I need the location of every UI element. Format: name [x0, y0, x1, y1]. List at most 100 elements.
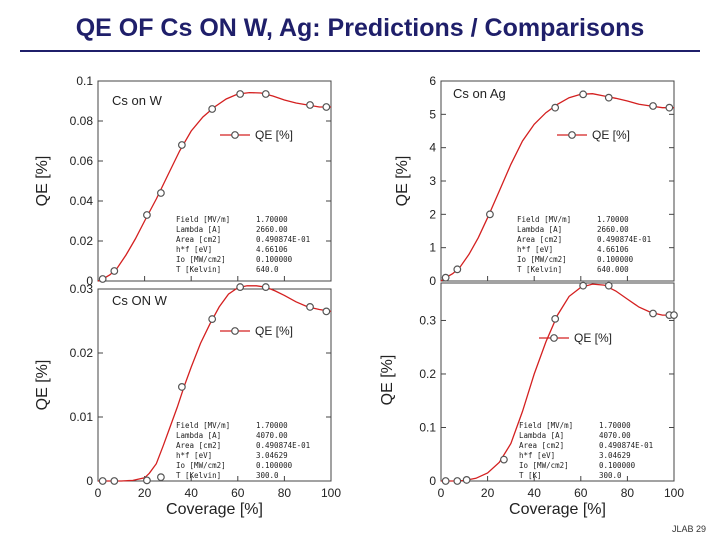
data-point — [98, 275, 107, 283]
info-key: Io [MW/cm2] — [176, 461, 226, 470]
info-key: h*f [eV] — [176, 451, 212, 460]
info-key: Lambda [A] — [519, 431, 564, 440]
series-line — [441, 283, 674, 482]
info-key: Io [MW/cm2] — [176, 255, 226, 264]
y-tick-label: 2 — [429, 207, 436, 221]
info-value: 4070.00 — [256, 431, 288, 440]
data-point — [441, 273, 450, 282]
data-point — [306, 303, 314, 311]
info-value: 4.66106 — [597, 245, 629, 254]
info-value: 1.70000 — [599, 421, 631, 430]
info-key: Field [MV/m] — [517, 215, 571, 224]
legend-label: QE [%] — [255, 324, 293, 338]
x-tick-label: 40 — [185, 486, 199, 500]
info-value: 1.70000 — [256, 215, 288, 224]
data-point — [208, 315, 217, 323]
plot-frame — [440, 80, 675, 282]
x-axis-label: Coverage [%] — [509, 501, 606, 518]
y-axis-label: QE [%] — [379, 355, 396, 406]
title-rule — [20, 50, 700, 52]
y-axis-label: QE [%] — [34, 156, 51, 207]
data-point — [177, 141, 186, 149]
info-value: 300.0 — [599, 471, 622, 480]
data-point — [604, 281, 613, 290]
y-tick-label: 1 — [429, 241, 436, 255]
chart-bottom-left: 0 0.01 0.02 0.03 0 20 40 60 80 100 QE [%] Coverage … — [34, 282, 341, 518]
info-value: 640.0 — [256, 265, 279, 274]
legend-label: QE [%] — [592, 128, 630, 142]
data-point — [649, 102, 657, 110]
data-point — [486, 210, 494, 219]
slide-title: QE OF Cs ON W, Ag: Predictions / Compari… — [75, 14, 645, 42]
y-tick-label: 0.06 — [70, 154, 94, 168]
info-value: 2660.00 — [256, 225, 288, 234]
y-tick-label: 0 — [86, 474, 93, 488]
y-axis-label: QE [%] — [34, 360, 51, 411]
x-tick-label: 20 — [138, 486, 152, 500]
data-point — [306, 101, 314, 109]
info-value: 0.100000 — [597, 255, 634, 264]
y-tick-label: 0.1 — [76, 74, 93, 88]
y-tick-label: 0.01 — [70, 410, 94, 424]
y-tick-label: 0.02 — [70, 234, 94, 248]
x-tick-label: 100 — [664, 486, 684, 500]
x-tick-label: 100 — [321, 486, 341, 500]
data-point — [665, 103, 674, 112]
data-point — [208, 105, 217, 113]
y-tick-label: 3 — [429, 174, 436, 188]
info-value: 4.66106 — [256, 245, 288, 254]
data-point — [98, 477, 107, 485]
x-tick-label: 60 — [574, 486, 588, 500]
y-tick-label: 4 — [429, 141, 436, 155]
legend-marker — [568, 131, 576, 139]
data-point — [551, 103, 560, 112]
info-key: T [Kelvin] — [517, 265, 562, 274]
x-tick-label: 20 — [481, 486, 495, 500]
info-value: 0.100000 — [256, 461, 293, 470]
info-key: Lambda [A] — [176, 431, 221, 440]
y-tick-label: 0.08 — [70, 114, 94, 128]
info-value: 2660.00 — [597, 225, 629, 234]
data-point — [157, 189, 165, 197]
x-tick-label: 0 — [95, 486, 102, 500]
data-point — [670, 311, 678, 320]
info-value: 3.04629 — [599, 451, 631, 460]
chart-bottom-right: 0 0.1 0.2 0.3 0 20 40 60 80 100 QE [%] Coverage [%]… — [379, 281, 684, 518]
y-tick-label: 0 — [429, 274, 436, 288]
x-tick-label: 0 — [438, 486, 445, 500]
data-point — [110, 477, 119, 485]
data-point — [579, 281, 588, 290]
y-tick-label: 6 — [429, 74, 436, 88]
info-key: T [Kelvin] — [176, 265, 221, 274]
info-key: h*f [eV] — [519, 451, 555, 460]
info-value: 0.490874E-01 — [597, 235, 651, 244]
data-point — [500, 455, 508, 464]
info-key: Area [cm2] — [176, 441, 221, 450]
info-key: h*f [eV] — [517, 245, 553, 254]
chart-top-right: 0 1 2 3 4 5 6 QE [%] Cs on Ag QE [%] Field [MV/m] 1… — [394, 74, 675, 288]
x-tick-label: 80 — [278, 486, 292, 500]
x-tick-label: 40 — [528, 486, 542, 500]
x-tick-label: 60 — [231, 486, 245, 500]
data-point — [453, 265, 462, 274]
info-key: Area [cm2] — [517, 235, 562, 244]
data-point — [322, 103, 331, 111]
info-value: 0.100000 — [599, 461, 636, 470]
info-key: T [Kelvin] — [176, 471, 221, 480]
data-point — [261, 283, 270, 291]
plot-frame — [97, 80, 332, 282]
info-value: 640.000 — [597, 265, 629, 274]
info-key: h*f [eV] — [176, 245, 212, 254]
series-line — [440, 93, 674, 282]
plot-frame — [440, 282, 675, 482]
legend-label: QE [%] — [255, 128, 293, 142]
series-line — [97, 91, 331, 282]
x-tick-label: 80 — [621, 486, 635, 500]
legend-marker — [231, 131, 239, 139]
y-tick-label: 0 — [86, 274, 93, 288]
info-value: 0.490874E-01 — [599, 441, 653, 450]
y-tick-label: 0.2 — [419, 367, 436, 381]
data-point — [261, 90, 270, 98]
info-value: 1.70000 — [597, 215, 629, 224]
